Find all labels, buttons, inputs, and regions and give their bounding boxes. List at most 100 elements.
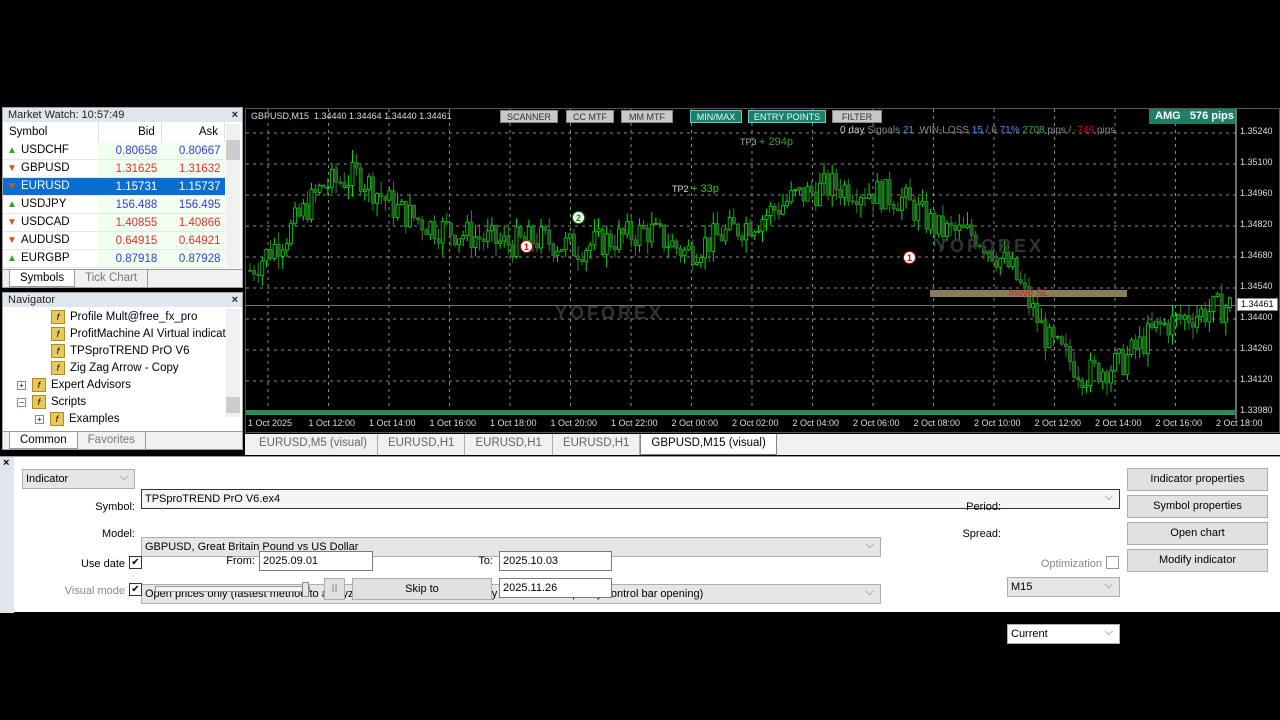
candle-body: [403, 200, 408, 227]
candle-body: [846, 184, 851, 202]
candle-body: [879, 181, 884, 210]
candlestick-chart[interactable]: [246, 109, 1280, 434]
modify-indicator-button[interactable]: Modify indicator: [1127, 549, 1268, 572]
folder-icon: f: [32, 394, 46, 409]
navigator-item[interactable]: f Profile Mult@free_fx_pro: [3, 309, 242, 326]
chart-tab[interactable]: EURUSD,H1: [465, 434, 553, 455]
chart-button-entry-points[interactable]: ENTRY POINTS: [748, 110, 826, 123]
candle-body: [875, 181, 880, 204]
candle-body: [342, 181, 347, 189]
navigator-item[interactable]: f TPSproTREND PrO V6: [3, 343, 242, 360]
col-symbol[interactable]: Symbol: [3, 122, 99, 142]
symbol-name: USDJPY: [21, 198, 67, 210]
skip-to-button[interactable]: Skip to: [352, 578, 492, 600]
candle-body: [871, 193, 876, 204]
optimization-checkbox[interactable]: [1106, 556, 1119, 569]
speed-slider-handle[interactable]: [302, 582, 309, 597]
market-watch-row[interactable]: ▲ USDCHF 0.80658 0.80667: [3, 142, 225, 160]
candle-body: [1228, 297, 1232, 309]
pause-button[interactable]: II: [324, 578, 345, 600]
col-bid[interactable]: Bid: [98, 122, 162, 142]
use-date-checkbox[interactable]: ✔: [129, 556, 142, 569]
market-watch-row[interactable]: ▼ USDCAD 1.40855 1.40866: [3, 213, 225, 232]
time-tick-label: 2 Oct 18:00: [1216, 418, 1263, 428]
candle-body: [592, 231, 597, 246]
candle-body: [916, 203, 921, 221]
candle-body: [1080, 379, 1085, 388]
candle-body: [317, 184, 322, 193]
tester-type-select[interactable]: Indicator: [22, 468, 135, 489]
navigator-scrollbar[interactable]: [226, 309, 240, 417]
candle-body: [1166, 322, 1171, 336]
expand-icon[interactable]: +: [17, 381, 26, 390]
close-icon[interactable]: ×: [231, 294, 238, 306]
chart-button-filter[interactable]: FILTER: [832, 110, 882, 123]
chart-tab[interactable]: EURUSD,M5 (visual): [249, 434, 378, 455]
candle-body: [1051, 326, 1056, 338]
market-watch-row[interactable]: ▼ EURUSD 1.15731 1.15737: [3, 177, 225, 196]
candle-body: [830, 173, 835, 196]
symbol-properties-button[interactable]: Symbol properties: [1127, 495, 1268, 518]
navigator-item[interactable]: + f Examples: [3, 411, 242, 428]
candle-body: [801, 187, 806, 202]
tester-file-select[interactable]: TPSproTREND PrO V6.ex4: [141, 488, 1120, 509]
candle-body: [703, 237, 708, 259]
candle-body: [612, 246, 617, 250]
market-watch-row[interactable]: ▲ EURGBP 0.87918 0.87928: [3, 249, 225, 268]
speed-slider[interactable]: [155, 582, 310, 597]
close-icon[interactable]: ×: [3, 457, 10, 469]
candle-body: [498, 240, 503, 245]
indicator-properties-button[interactable]: Indicator properties: [1127, 468, 1268, 491]
open-chart-button[interactable]: Open chart: [1127, 522, 1268, 545]
tab-favorites[interactable]: Favorites: [78, 432, 146, 449]
price-tick-label: 1.33980: [1240, 405, 1273, 415]
skip-date-input[interactable]: 2025.11.26: [499, 578, 612, 598]
visual-mode-checkbox[interactable]: ✔: [129, 583, 142, 596]
market-watch-row[interactable]: ▲ USDJPY 156.488 156.495: [3, 195, 225, 214]
chart-button-min-max[interactable]: MIN/MAX: [690, 110, 742, 123]
candle-body: [735, 223, 740, 237]
market-watch-row[interactable]: ▼ GBPUSD 1.31625 1.31632: [3, 159, 225, 178]
to-date-input[interactable]: 2025.10.03: [499, 551, 612, 571]
candle-body: [1014, 258, 1019, 281]
price-chart[interactable]: [245, 108, 1280, 433]
candle-body: [1117, 348, 1122, 354]
tab-symbols[interactable]: Symbols: [9, 270, 76, 287]
candle-body: [395, 204, 400, 218]
market-watch-row[interactable]: ▼ AUDUSD 0.64915 0.64921: [3, 231, 225, 250]
candle-body: [502, 235, 507, 242]
candle-body: [260, 260, 265, 276]
candle-body: [518, 226, 523, 237]
chart-tab[interactable]: EURUSD,H1: [553, 434, 641, 455]
market-watch-scrollbar[interactable]: [226, 124, 240, 268]
indicator-icon: f: [51, 343, 65, 358]
period-select[interactable]: M15: [1007, 576, 1120, 597]
candle-body: [826, 173, 830, 196]
candle-body: [530, 226, 535, 245]
candle-body: [662, 224, 667, 248]
candle-body: [842, 184, 847, 198]
navigator-item[interactable]: − f Scripts: [3, 394, 242, 411]
expand-icon[interactable]: +: [35, 415, 44, 424]
close-icon[interactable]: ×: [231, 109, 238, 121]
chart-button-scanner[interactable]: SCANNER: [500, 110, 558, 123]
tab-common[interactable]: Common: [9, 432, 78, 449]
time-tick-label: 2 Oct 06:00: [853, 418, 900, 428]
spread-select[interactable]: Current: [1007, 623, 1120, 644]
navigator-item[interactable]: f Zig Zag Arrow - Copy: [3, 360, 242, 377]
col-ask[interactable]: Ask: [161, 122, 226, 142]
candle-body: [494, 225, 498, 245]
candle-body: [818, 182, 822, 207]
chart-button-cc-mtf[interactable]: CC MTF: [566, 110, 614, 123]
from-date-input[interactable]: 2025.09.01: [259, 551, 373, 571]
expand-icon[interactable]: −: [17, 398, 26, 407]
use-date-label: Use date: [80, 558, 125, 570]
candle-body: [621, 228, 626, 235]
chart-tab[interactable]: EURUSD,H1: [378, 434, 466, 455]
navigator-item[interactable]: + f Expert Advisors: [3, 377, 242, 394]
candle-body: [485, 230, 490, 242]
chart-button-mm-mtf[interactable]: MM MTF: [621, 110, 673, 123]
navigator-item[interactable]: f ProfitMachine AI Virtual indicat: [3, 326, 242, 343]
tab-tick-chart[interactable]: Tick Chart: [75, 270, 149, 287]
chart-tab[interactable]: GBPUSD,M15 (visual): [640, 434, 777, 455]
